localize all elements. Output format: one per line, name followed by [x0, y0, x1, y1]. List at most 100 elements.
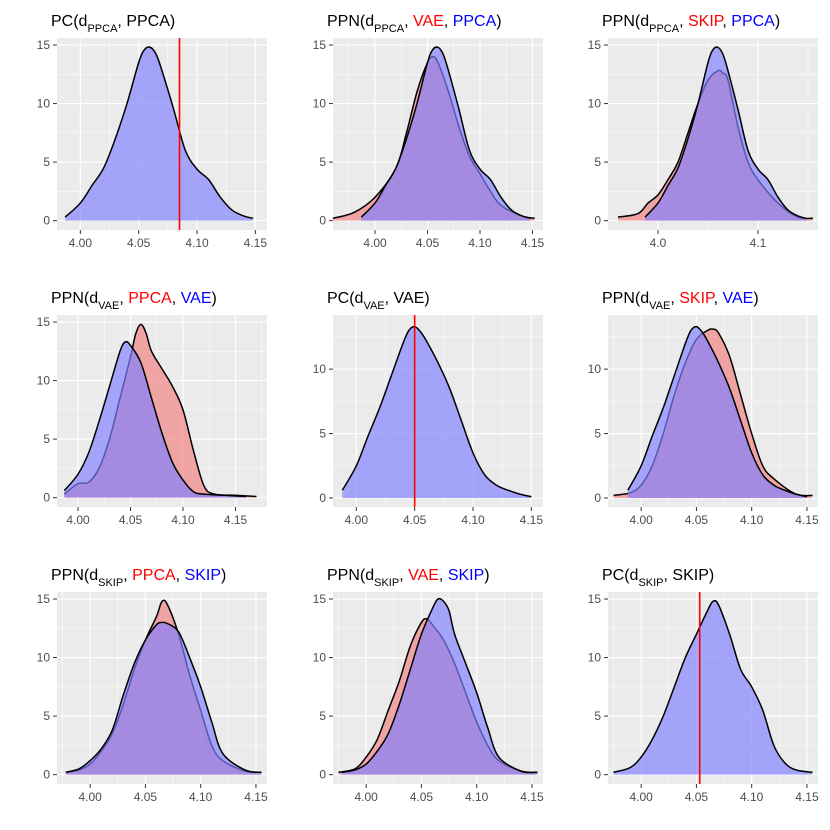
panel-title: PC(dVAE, VAE) [327, 290, 430, 312]
title-segment: PPCA [128, 290, 172, 307]
y-tick-label: 10 [588, 362, 602, 376]
title-segment: PPCA [87, 23, 118, 35]
title-segment: , VAE) [385, 290, 430, 307]
x-tick-label: 4.00 [66, 513, 90, 527]
axis-ticks: 4.00 4.05 4.10 4.15 0 5 10 [588, 362, 819, 527]
density-line-blue [64, 46, 254, 220]
title-segment: PPN(d [51, 567, 98, 584]
title-segment: PPN(d [327, 13, 374, 30]
title-segment: ) [775, 13, 780, 30]
title-segment: SKIP [688, 13, 724, 30]
title-segment: , [714, 290, 723, 307]
x-tick-label: 4.00 [354, 790, 378, 804]
panel-4: PPN(dVAE, PPCA, VAE)4.00 4.05 4.10 4.150510… [37, 290, 267, 527]
y-tick-label: 15 [313, 38, 327, 52]
y-tick-label: 10 [37, 374, 51, 388]
title-segment: VAE [363, 300, 384, 312]
title-segment: , SKIP) [664, 567, 715, 584]
x-tick-label: 4.15 [520, 513, 544, 527]
y-tick-label: 0 [43, 214, 50, 228]
density-area-blue [627, 326, 807, 498]
density-line-blue [627, 325, 808, 498]
title-segment: SKIP [638, 577, 663, 589]
x-tick-label: 4.1 [750, 236, 767, 250]
y-tick-label: 5 [43, 432, 50, 446]
y-tick-label: 10 [588, 97, 602, 111]
density-area-blue [65, 622, 262, 775]
x-tick-label: 4.05 [416, 236, 440, 250]
y-tick-label: 10 [313, 97, 327, 111]
y-tick-label: 10 [313, 651, 327, 665]
axis-ticks: 4.00 4.05 4.10 4.15 0 5 10 15 [37, 315, 248, 527]
axis-ticks: 4.00 4.05 4.10 4.15 0 5 10 15 [37, 592, 268, 804]
panel-title: PPN(dPPCA, SKIP, PPCA) [602, 13, 780, 35]
y-tick-label: 0 [319, 491, 326, 505]
title-segment: , [172, 290, 181, 307]
x-tick-label: 4.10 [185, 236, 209, 250]
x-tick-label: 4.05 [685, 513, 709, 527]
y-tick-label: 15 [588, 38, 602, 52]
title-segment: PPCA [731, 13, 775, 30]
x-tick-label: 4.10 [465, 790, 489, 804]
title-segment: , [439, 567, 448, 584]
title-segment: PPN(d [602, 290, 649, 307]
y-tick-label: 5 [319, 155, 326, 169]
density-line-blue [341, 597, 538, 774]
title-segment: SKIP [185, 567, 221, 584]
title-segment: SKIP [374, 577, 399, 589]
y-tick-label: 15 [37, 592, 51, 606]
title-segment: PPCA [374, 23, 405, 35]
x-tick-label: 4.10 [740, 513, 764, 527]
x-tick-label: 4.15 [520, 790, 544, 804]
panel-title: PPN(dPPCA, VAE, PPCA) [327, 13, 502, 35]
x-tick-label: 4.10 [740, 790, 764, 804]
y-tick-label: 0 [43, 768, 50, 782]
y-tick-label: 0 [319, 768, 326, 782]
panel-title: PC(dPPCA, PPCA) [51, 13, 175, 35]
x-tick-label: 4.05 [127, 236, 151, 250]
panel-2: PPN(dPPCA, VAE, PPCA)4.00 4.05 4.10 4.15051… [313, 13, 545, 250]
title-segment: PPN(d [327, 567, 374, 584]
title-segment: PPCA [453, 13, 497, 30]
x-tick-label: 4.10 [171, 513, 195, 527]
y-tick-label: 15 [588, 592, 602, 606]
axis-ticks: 4.00 4.05 4.10 4.15 0 5 10 15 [37, 38, 268, 250]
panel-5: PC(dVAE, VAE) 4.00 4.05 4.10 4.15 0 5 10 [313, 290, 544, 527]
x-tick-label: 4.15 [795, 513, 819, 527]
title-segment: PPN(d [51, 290, 98, 307]
y-tick-label: 10 [37, 97, 51, 111]
title-segment: VAE [98, 300, 119, 312]
title-segment: , [119, 290, 128, 307]
title-segment: PPN(d [602, 13, 649, 30]
title-segment: ) [212, 290, 217, 307]
density-line-blue [613, 599, 813, 774]
x-tick-label: 4.05 [119, 513, 143, 527]
title-segment: ) [496, 13, 501, 30]
y-tick-label: 0 [43, 491, 50, 505]
title-segment: , [670, 290, 679, 307]
title-segment: , [123, 567, 132, 584]
y-tick-label: 5 [319, 427, 326, 441]
x-tick-label: 4.00 [69, 236, 93, 250]
axis-ticks: 4.00 4.05 4.10 4.15 0 5 10 15 [313, 38, 545, 250]
y-tick-label: 5 [594, 155, 601, 169]
title-segment: VAE [649, 300, 670, 312]
y-tick-label: 15 [37, 38, 51, 52]
density-line-blue [644, 46, 807, 220]
title-segment: , [399, 567, 408, 584]
panel-title: PC(dSKIP, SKIP) [602, 567, 714, 589]
title-segment: SKIP [98, 577, 123, 589]
y-tick-label: 10 [37, 651, 51, 665]
panel-7: PPN(dSKIP, PPCA, SKIP)4.00 4.05 4.10 4.1505… [37, 567, 268, 804]
x-tick-label: 4.05 [685, 790, 709, 804]
panel-title: PPN(dSKIP, VAE, SKIP) [327, 567, 490, 589]
axis-ticks: 4.00 4.05 4.10 4.15 0 5 10 [313, 362, 544, 527]
x-tick-label: 4.15 [521, 236, 545, 250]
title-segment: VAE [408, 567, 439, 584]
density-line-blue [360, 46, 531, 220]
title-segment: PC(d [327, 290, 363, 307]
title-segment: , [444, 13, 453, 30]
x-tick-label: 4.15 [224, 513, 248, 527]
